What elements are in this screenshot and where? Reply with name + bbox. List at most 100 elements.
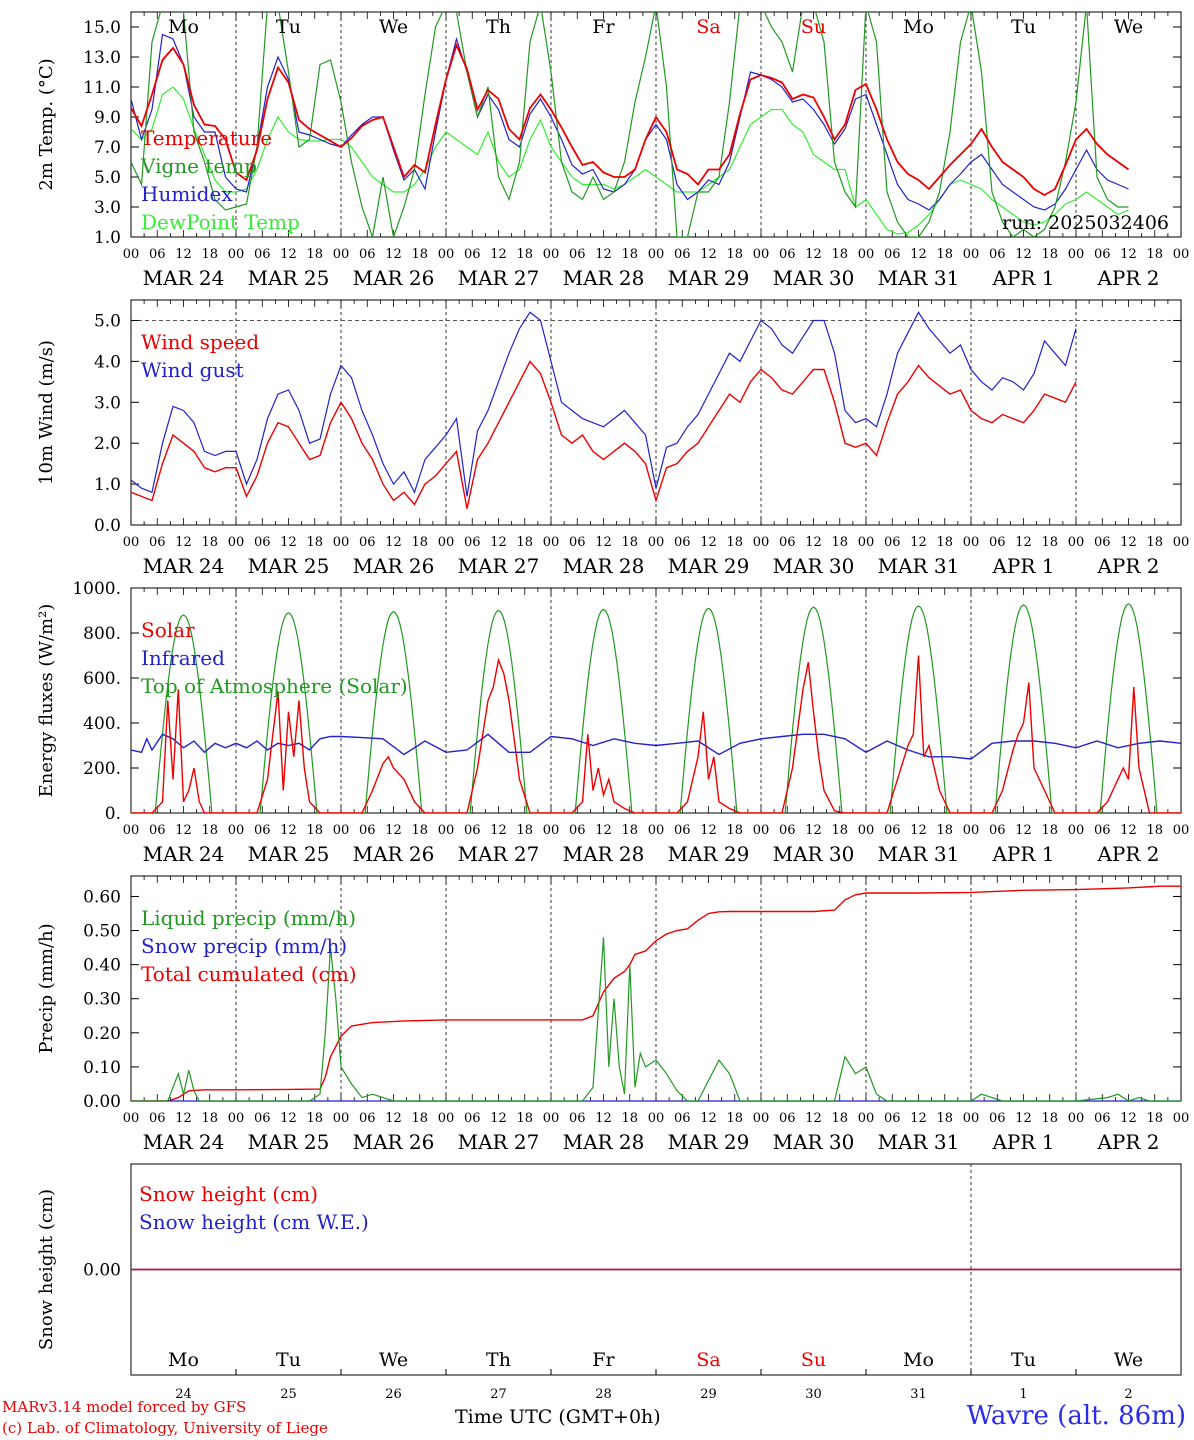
date-label: MAR 24 xyxy=(143,1130,225,1154)
hour-tick-label: 18 xyxy=(306,823,323,838)
hour-tick-label: 00 xyxy=(438,247,455,262)
date-label: MAR 27 xyxy=(458,842,540,866)
day-name-label: Tu xyxy=(1011,16,1036,38)
time-axis-label: Time UTC (GMT+0h) xyxy=(455,1406,661,1428)
legend-entry: Liquid precip (mm/h) xyxy=(141,906,356,930)
hour-tick-label: 06 xyxy=(989,1111,1006,1126)
hour-tick-label: 06 xyxy=(149,247,166,262)
date-label: MAR 24 xyxy=(143,842,225,866)
hour-tick-label: 00 xyxy=(753,1111,770,1126)
hour-tick-label: 06 xyxy=(149,535,166,550)
y-tick-label: 0.10 xyxy=(83,1058,121,1078)
legend-entry: Total cumulated (cm) xyxy=(141,962,357,986)
day-number-label: 1 xyxy=(1019,1387,1027,1400)
hour-tick-label: 18 xyxy=(936,823,953,838)
hour-tick-label: 18 xyxy=(831,535,848,550)
hour-tick-label: 00 xyxy=(1173,535,1190,550)
y-axis-label: Energy fluxes (W/m²) xyxy=(36,604,57,798)
y-tick-label: 5.0 xyxy=(94,168,121,188)
hour-tick-label: 12 xyxy=(700,1111,717,1126)
hour-tick-label: 18 xyxy=(201,1111,218,1126)
date-label: MAR 24 xyxy=(143,266,225,290)
hour-tick-label: 06 xyxy=(464,823,481,838)
hour-tick-label: 00 xyxy=(858,535,875,550)
hour-tick-label: 00 xyxy=(123,823,140,838)
hour-tick-label: 06 xyxy=(569,247,586,262)
date-label: APR 2 xyxy=(1096,842,1159,866)
date-label: MAR 31 xyxy=(878,554,960,578)
hour-tick-label: 00 xyxy=(123,247,140,262)
date-label: APR 1 xyxy=(991,842,1054,866)
hour-tick-label: 06 xyxy=(674,823,691,838)
y-tick-label: 0. xyxy=(105,804,121,824)
y-tick-label: 1.0 xyxy=(94,475,121,495)
day-name-label: Sa xyxy=(696,16,720,38)
hour-tick-label: 00 xyxy=(333,535,350,550)
hour-tick-label: 06 xyxy=(989,247,1006,262)
day-name-label: Tu xyxy=(1011,1349,1036,1371)
hour-tick-label: 12 xyxy=(1015,823,1032,838)
hour-tick-label: 06 xyxy=(989,535,1006,550)
date-label: APR 2 xyxy=(1096,266,1159,290)
day-name-label: Mo xyxy=(903,1349,934,1371)
y-tick-label: 4.0 xyxy=(94,352,121,372)
hour-tick-label: 18 xyxy=(306,1111,323,1126)
series-line-temperature xyxy=(131,42,1130,197)
hour-tick-label: 18 xyxy=(306,535,323,550)
hour-tick-label: 00 xyxy=(123,535,140,550)
hour-tick-label: 18 xyxy=(831,1111,848,1126)
hour-tick-label: 00 xyxy=(648,1111,665,1126)
hour-tick-label: 18 xyxy=(201,535,218,550)
plot-frame xyxy=(130,587,1182,814)
hour-tick-label: 18 xyxy=(936,1111,953,1126)
hour-tick-label: 00 xyxy=(858,247,875,262)
hour-tick-label: 00 xyxy=(543,1111,560,1126)
day-number-label: 30 xyxy=(805,1387,822,1400)
y-tick-label: 7.0 xyxy=(94,138,121,158)
y-tick-label: 1000. xyxy=(72,579,121,599)
series-line-vigne-temp xyxy=(131,12,1129,237)
legend-entry: Infrared xyxy=(141,646,225,670)
day-name-label: Th xyxy=(486,1349,511,1371)
date-label: MAR 29 xyxy=(668,842,750,866)
y-tick-label: 15.0 xyxy=(83,18,121,38)
hour-tick-label: 18 xyxy=(936,535,953,550)
run-annotation: run: 2025032406 xyxy=(1002,212,1169,234)
day-number-label: 28 xyxy=(595,1387,612,1400)
y-tick-label: 3.0 xyxy=(94,393,121,413)
date-label: APR 2 xyxy=(1096,1130,1159,1154)
hour-tick-label: 00 xyxy=(228,535,245,550)
legend-entry: Solar xyxy=(141,618,195,642)
y-tick-label: 0.60 xyxy=(83,887,121,907)
hour-tick-label: 00 xyxy=(963,823,980,838)
y-tick-label: 400. xyxy=(83,714,121,734)
date-label: MAR 28 xyxy=(563,266,645,290)
hour-tick-label: 00 xyxy=(1068,1111,1085,1126)
hour-tick-label: 06 xyxy=(674,1111,691,1126)
hour-tick-label: 12 xyxy=(805,535,822,550)
day-name-label: Tu xyxy=(276,16,301,38)
hour-tick-label: 06 xyxy=(359,535,376,550)
day-name-label: Tu xyxy=(276,1349,301,1371)
hour-tick-label: 12 xyxy=(1120,823,1137,838)
hour-tick-label: 18 xyxy=(516,823,533,838)
date-label: MAR 29 xyxy=(668,266,750,290)
hour-tick-label: 18 xyxy=(516,247,533,262)
hour-tick-label: 00 xyxy=(333,1111,350,1126)
date-label: MAR 27 xyxy=(458,554,540,578)
date-label: MAR 26 xyxy=(353,1130,435,1154)
y-tick-label: 0.20 xyxy=(83,1024,121,1044)
date-label: MAR 31 xyxy=(878,266,960,290)
hour-tick-label: 12 xyxy=(1015,535,1032,550)
hour-tick-label: 00 xyxy=(333,823,350,838)
hour-tick-label: 00 xyxy=(1068,823,1085,838)
hour-tick-label: 06 xyxy=(569,823,586,838)
date-label: MAR 30 xyxy=(773,266,855,290)
hour-tick-label: 18 xyxy=(621,823,638,838)
date-label: MAR 24 xyxy=(143,554,225,578)
hour-tick-label: 00 xyxy=(753,823,770,838)
hour-tick-label: 18 xyxy=(1041,535,1058,550)
hour-tick-label: 00 xyxy=(543,247,560,262)
y-tick-label: 200. xyxy=(83,759,121,779)
date-label: APR 1 xyxy=(991,1130,1054,1154)
